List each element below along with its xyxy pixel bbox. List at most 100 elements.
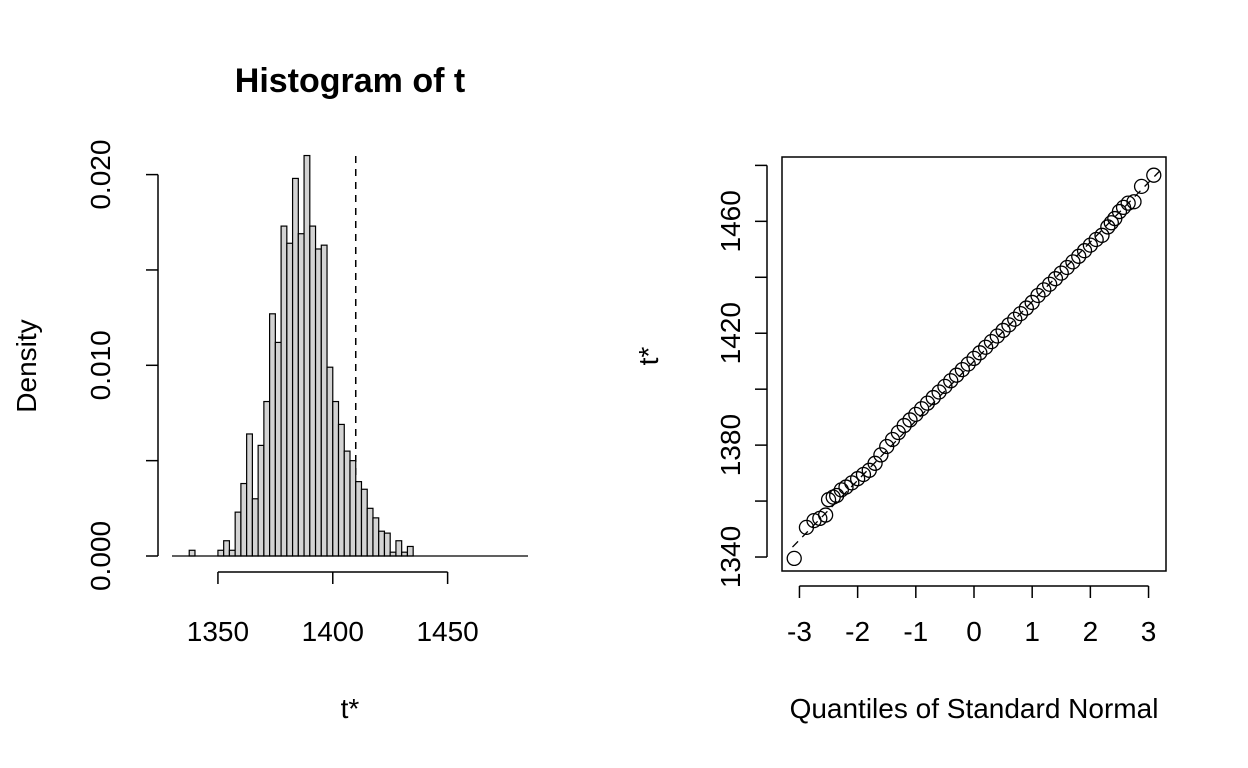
histogram-bar (217, 549, 225, 557)
qq-point (925, 389, 941, 406)
qq-point (948, 367, 965, 383)
x-tick-label: 3 (1141, 616, 1157, 647)
qq-point (972, 345, 988, 361)
reference-line (792, 167, 1164, 548)
qq-point (1094, 227, 1110, 243)
qq-point (1103, 215, 1119, 231)
qq-points (786, 167, 1162, 567)
histogram-bar (240, 482, 248, 557)
histogram-bars (172, 154, 528, 557)
x-tick-label: 1 (1024, 616, 1040, 647)
histogram-panel: Histogram of t t* Density 1350 1400 1450 0… (11, 62, 528, 724)
qq-point (1133, 178, 1150, 195)
qq-point (1120, 195, 1136, 211)
histogram-bar (360, 488, 368, 557)
qq-point (873, 447, 889, 463)
qq-point (1111, 203, 1128, 220)
qq-point (1047, 271, 1064, 287)
qq-point (908, 406, 924, 423)
histogram-bar (383, 532, 391, 557)
qq-point (1065, 254, 1081, 270)
histogram-bar (378, 530, 386, 557)
qq-point (913, 401, 930, 417)
qq-x-axis-label: Quantiles of Standard Normal (790, 693, 1159, 724)
y-tick-label: 0.010 (85, 330, 116, 400)
y-tick-label: 1340 (715, 526, 746, 588)
histogram-bar (326, 366, 334, 557)
histogram-title: Histogram of t (235, 62, 465, 100)
qq-y-axis-label: t* (633, 347, 664, 366)
histogram-bar (286, 242, 294, 557)
histogram-bar (337, 423, 345, 557)
y-tick-label: 1460 (715, 190, 746, 252)
qq-point (919, 395, 936, 411)
histogram-bar (274, 341, 282, 557)
qq-point (954, 361, 971, 378)
qq-point (966, 350, 982, 367)
qq-point (786, 550, 802, 567)
qq-point (867, 455, 883, 471)
histogram-bar (395, 540, 403, 557)
qq-point (1030, 287, 1046, 304)
histogram-bar (234, 511, 242, 557)
qq-point (1041, 276, 1058, 292)
qq-y-axis: 1340 1380 1420 1460 (715, 164, 768, 588)
histogram-bar (320, 244, 328, 557)
x-tick-label: -2 (845, 616, 870, 647)
y-tick-label: 0.000 (85, 521, 116, 591)
qq-point (1012, 305, 1029, 322)
histogram-bar (406, 545, 414, 557)
histogram-bar (309, 225, 317, 557)
qq-point (977, 339, 994, 355)
qq-point (937, 378, 953, 395)
qq-point (1115, 199, 1132, 216)
qq-point (995, 322, 1011, 339)
x-tick-label: -1 (903, 616, 928, 647)
histogram-bar (366, 507, 374, 557)
qq-point (1018, 300, 1035, 316)
qq-point (1001, 317, 1017, 333)
histogram-bar (246, 433, 253, 557)
qq-point (896, 417, 912, 434)
qq-point (1007, 311, 1023, 327)
histogram-bar (257, 444, 265, 557)
qq-point (817, 507, 834, 523)
qq-point (989, 328, 1005, 344)
histogram-bar (291, 177, 299, 557)
qq-point (1146, 167, 1162, 183)
qq-point (943, 373, 959, 389)
qq-point (960, 356, 976, 372)
histogram-bar (269, 313, 276, 557)
qq-x-axis: -3 -2 -1 0 1 2 3 (787, 585, 1157, 647)
qq-point (931, 384, 947, 400)
qq-point (1082, 237, 1099, 253)
histogram-bar (251, 498, 259, 557)
histogram-bar (188, 549, 196, 557)
qq-point (983, 333, 1000, 350)
histogram-bar (314, 248, 322, 557)
qq-point (829, 487, 845, 504)
histogram-bar (332, 400, 340, 557)
histogram-bar (297, 233, 305, 557)
qq-point (1053, 265, 1069, 281)
x-tick-label: 1400 (302, 616, 364, 647)
histogram-bar (349, 460, 357, 557)
x-tick-label: -3 (787, 616, 812, 647)
qq-point (833, 482, 849, 498)
histogram-y-axis: 0.000 0.010 0.020 (85, 140, 159, 591)
qq-plot-frame (781, 156, 1167, 572)
qq-plot-panel: Quantiles of Standard Normal t* -3 -2 -1 0 1… (633, 156, 1167, 724)
histogram-x-axis-label: t* (341, 693, 360, 724)
qq-point (1071, 248, 1087, 264)
qq-reference-line (792, 167, 1164, 548)
histogram-bar (372, 517, 380, 557)
histogram-bar (343, 450, 351, 557)
histogram-x-axis: 1350 1400 1450 (187, 571, 479, 647)
histogram-bar (280, 225, 288, 557)
histogram-bar (303, 154, 311, 557)
qq-point (1126, 194, 1142, 210)
x-tick-label: 0 (966, 616, 982, 647)
y-tick-label: 0.020 (85, 140, 116, 210)
qq-point (902, 412, 918, 428)
